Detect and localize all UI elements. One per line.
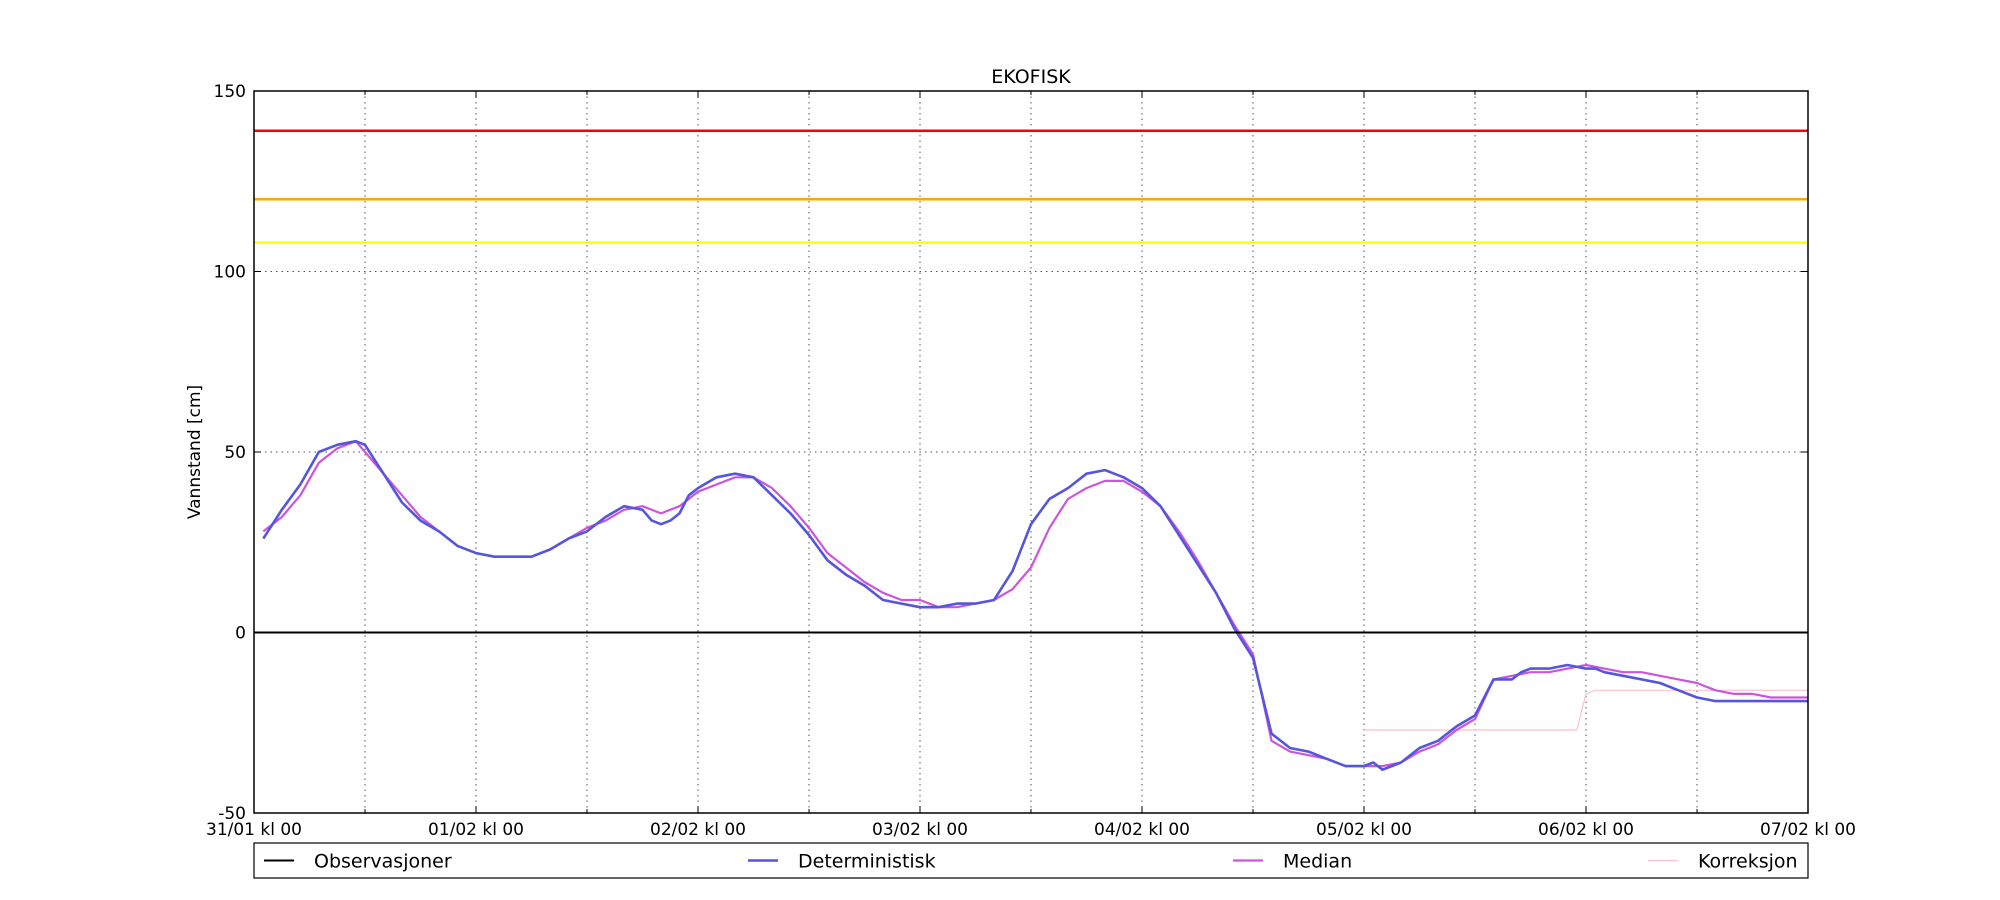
x-tick-label-5: 05/02 kl 00 — [1316, 820, 1412, 840]
x-tick-label-1: 01/02 kl 00 — [428, 820, 524, 840]
x-tick-label-7: 07/02 kl 00 — [1760, 820, 1856, 840]
y-axis-label: Vannstand [cm] — [185, 385, 205, 519]
legend: Observasjoner Deterministisk Median Korreks… — [253, 842, 1809, 879]
y-tick-label-4: 150 — [214, 82, 246, 102]
threshold-layer — [254, 129, 1808, 244]
x-tick-label-2: 02/02 kl 00 — [650, 820, 746, 840]
x-tick-label-4: 04/02 kl 00 — [1094, 820, 1190, 840]
x-tick-label-3: 03/02 kl 00 — [872, 820, 968, 840]
legend-box — [253, 842, 1809, 879]
series-layer — [254, 439, 1808, 772]
y-axis: -50 0 50 100 150 — [214, 82, 1808, 824]
x-tick-label-6: 06/02 kl 00 — [1538, 820, 1634, 840]
x-axis: 31/01 kl 00 01/02 kl 00 02/02 kl 00 03/02 k… — [206, 91, 1856, 840]
y-tick-label-0: -50 — [218, 804, 246, 824]
y-tick-label-1: 0 — [235, 624, 246, 644]
x-tick-label-0: 31/01 kl 00 — [206, 820, 302, 840]
series-line-deterministisk — [262, 439, 1808, 772]
series-line-korreksjon — [1364, 689, 1808, 731]
chart-title: EKOFISK — [991, 66, 1071, 88]
y-tick-label-3: 100 — [214, 263, 246, 283]
series-line-median — [262, 440, 1808, 768]
legend-label-korreksjon: Korreksjon — [1698, 851, 1798, 873]
y-tick-label-2: 50 — [224, 443, 246, 463]
legend-label-median: Median — [1283, 851, 1352, 873]
legend-label-deterministisk: Deterministisk — [798, 851, 936, 873]
legend-label-observasjoner: Observasjoner — [314, 851, 452, 873]
